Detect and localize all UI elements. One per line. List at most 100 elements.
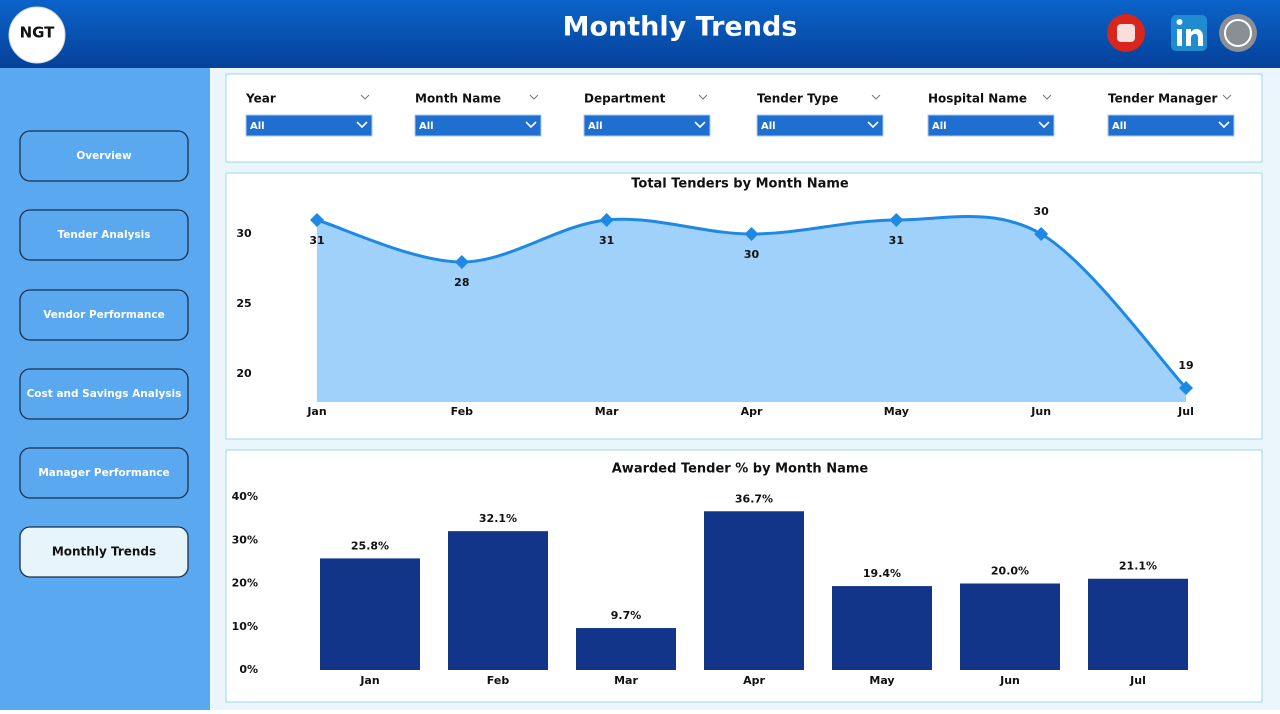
y-tick-label: 0% xyxy=(239,663,258,676)
filter-dropdown[interactable] xyxy=(756,114,884,137)
nav-label: Cost and Savings Analysis xyxy=(27,388,182,400)
filter-label: Hospital Name xyxy=(928,92,1027,106)
filter-dropdown[interactable] xyxy=(583,114,711,137)
filter-value: All xyxy=(250,121,265,132)
filter-dropdown[interactable] xyxy=(1107,114,1235,137)
filter-dropdown[interactable] xyxy=(927,114,1055,137)
x-tick-label: Jul xyxy=(1177,405,1194,418)
filter-chevron xyxy=(698,94,708,100)
data-label: 28 xyxy=(454,276,469,289)
data-label: 32.1% xyxy=(479,512,517,525)
nav-button[interactable] xyxy=(19,526,189,578)
filter-label: Tender Manager xyxy=(1108,92,1218,106)
filter-label: Tender Type xyxy=(757,92,838,106)
x-tick-label: Mar xyxy=(595,405,619,418)
nav-label: Monthly Trends xyxy=(52,545,156,559)
bar xyxy=(704,511,804,670)
bar xyxy=(576,628,676,670)
y-tick-label: 30% xyxy=(232,533,258,546)
nav-button[interactable] xyxy=(19,289,189,341)
logo-text: NGT xyxy=(20,24,56,42)
y-tick-label: 30 xyxy=(236,227,252,240)
nav-label: Overview xyxy=(76,150,132,162)
x-tick-label: Feb xyxy=(487,674,510,687)
bar xyxy=(1088,578,1188,670)
point-marker xyxy=(744,227,759,241)
data-label: 21.1% xyxy=(1119,560,1157,573)
x-tick-label: Feb xyxy=(451,405,474,418)
filter-value: All xyxy=(1112,121,1127,132)
header-bar xyxy=(0,0,1280,68)
logo xyxy=(8,6,66,64)
x-tick-label: Jan xyxy=(306,405,326,418)
y-tick-label: 25 xyxy=(236,297,251,310)
dropdown-chevron xyxy=(1218,121,1230,129)
filter-chevron xyxy=(529,94,539,100)
filter-chevron xyxy=(871,94,881,100)
bar xyxy=(448,531,548,670)
linkedin-glyph xyxy=(1186,28,1203,46)
x-tick-label: Jul xyxy=(1129,674,1146,687)
point-marker xyxy=(889,213,904,227)
nav-label: Vendor Performance xyxy=(43,309,165,321)
filter-value: All xyxy=(419,121,434,132)
nav-button[interactable] xyxy=(19,130,189,182)
nav-button[interactable] xyxy=(19,447,189,499)
data-label: 19 xyxy=(1178,359,1193,372)
bar xyxy=(320,558,420,670)
x-tick-label: Jun xyxy=(999,674,1020,687)
nav-button[interactable] xyxy=(19,209,189,261)
data-label: 9.7% xyxy=(611,609,642,622)
nav-button[interactable] xyxy=(19,368,189,420)
chart-title: Total Tenders by Month Name xyxy=(631,177,849,192)
point-marker xyxy=(1034,227,1049,241)
data-label: 31 xyxy=(889,234,904,247)
filter-label: Month Name xyxy=(415,92,501,106)
data-label: 31 xyxy=(599,234,614,247)
point-marker xyxy=(1179,381,1193,395)
x-tick-label: May xyxy=(869,674,894,687)
page-title: Monthly Trends xyxy=(563,12,798,43)
linkedin-glyph xyxy=(1177,29,1182,46)
filter-value: All xyxy=(588,121,603,132)
data-label: 36.7% xyxy=(735,492,773,505)
x-tick-label: Jan xyxy=(359,674,379,687)
y-tick-label: 40% xyxy=(232,490,258,503)
y-tick-label: 10% xyxy=(232,620,258,633)
data-label: 19.4% xyxy=(863,567,901,580)
filter-dropdown[interactable] xyxy=(414,114,542,137)
x-tick-label: Jun xyxy=(1030,405,1051,418)
data-label: 30 xyxy=(744,248,760,261)
bar xyxy=(960,583,1060,670)
dropdown-chevron xyxy=(867,121,879,129)
data-label: 30 xyxy=(1034,205,1050,218)
filter-chevron xyxy=(1042,94,1052,100)
y-tick-label: 20 xyxy=(236,367,252,380)
y-tick-label: 20% xyxy=(232,577,258,590)
data-label: 25.8% xyxy=(351,539,389,552)
filter-label: Department xyxy=(584,92,666,106)
data-label: 31 xyxy=(309,234,324,247)
filter-value: All xyxy=(932,121,947,132)
point-marker xyxy=(310,213,324,227)
filter-label: Year xyxy=(245,92,276,106)
point-marker xyxy=(454,255,469,269)
data-label: 20.0% xyxy=(991,565,1029,578)
x-tick-label: Apr xyxy=(741,405,763,418)
filter-chevron xyxy=(360,94,370,100)
nav-label: Tender Analysis xyxy=(57,229,150,241)
dropdown-chevron xyxy=(694,121,706,129)
area-fill xyxy=(317,216,1186,402)
dropdown-chevron xyxy=(525,121,537,129)
dropdown-chevron xyxy=(1038,121,1050,129)
x-tick-label: May xyxy=(884,405,909,418)
linkedin-glyph xyxy=(1176,19,1183,25)
filter-value: All xyxy=(761,121,776,132)
nav-label: Manager Performance xyxy=(38,467,169,479)
filter-dropdown[interactable] xyxy=(245,114,373,137)
globe-glyph xyxy=(1224,19,1252,47)
youtube-glyph xyxy=(1117,24,1135,42)
filter-chevron xyxy=(1222,94,1232,100)
point-marker xyxy=(599,213,614,227)
